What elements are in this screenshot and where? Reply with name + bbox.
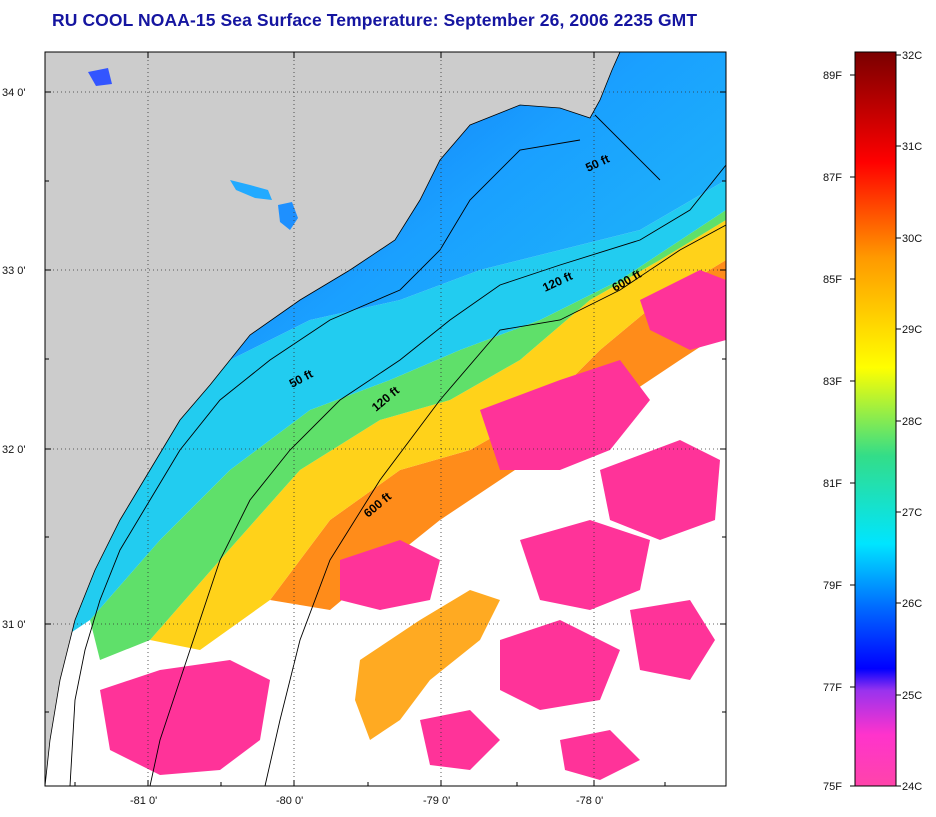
axis-ticks <box>45 52 726 786</box>
cb-label-32c: 32C <box>902 50 922 62</box>
land-mass <box>45 52 621 786</box>
lon-label-78: -78 0' <box>576 795 603 807</box>
inland-lake-3 <box>88 68 112 86</box>
lat-label-31: 31 0' <box>2 619 26 631</box>
lon-label-80: -80 0' <box>276 795 303 807</box>
inland-lake <box>230 180 272 200</box>
colorbar-ticks <box>850 54 901 787</box>
cb-label-28c: 28C <box>902 416 922 428</box>
cb-label-25c: 25C <box>902 690 922 702</box>
map-plot-area <box>45 52 726 786</box>
map-frame <box>44 51 727 787</box>
colorbar <box>854 51 897 787</box>
cb-label-26c: 26C <box>902 598 922 610</box>
cb-label-85f: 85F <box>823 274 842 286</box>
cb-label-87f: 87F <box>823 172 842 184</box>
cb-label-75f: 75F <box>823 781 842 793</box>
isobath-600ft <box>264 224 726 786</box>
cb-label-29c: 29C <box>902 324 922 336</box>
lat-label-32: 32 0' <box>2 444 26 456</box>
cb-label-79f: 79F <box>823 580 842 592</box>
graticule <box>45 52 726 786</box>
lat-label-33: 33 0' <box>2 265 26 277</box>
yellow-band <box>150 220 726 650</box>
isobath-50ft <box>69 114 661 786</box>
cb-label-81f: 81F <box>823 478 842 490</box>
map-title: RU COOL NOAA-15 Sea Surface Temperature:… <box>52 10 698 30</box>
cyan-band <box>60 180 726 640</box>
cb-label-77f: 77F <box>823 682 842 694</box>
cb-label-31c: 31C <box>902 141 922 153</box>
southern-warm-patch <box>355 590 500 740</box>
cb-label-83f: 83F <box>823 376 842 388</box>
lat-label-34: 34 0' <box>2 87 26 99</box>
cb-label-89f: 89F <box>823 70 842 82</box>
isobath-120ft <box>149 164 726 786</box>
green-band <box>90 210 726 660</box>
cb-label-24c: 24C <box>902 781 922 793</box>
inland-lake-2 <box>278 202 298 230</box>
lon-label-81: -81 0' <box>130 795 157 807</box>
cb-label-30c: 30C <box>902 233 922 245</box>
magenta-patches <box>100 270 726 780</box>
cb-label-27c: 27C <box>902 507 922 519</box>
lon-label-79: -79 0' <box>423 795 450 807</box>
